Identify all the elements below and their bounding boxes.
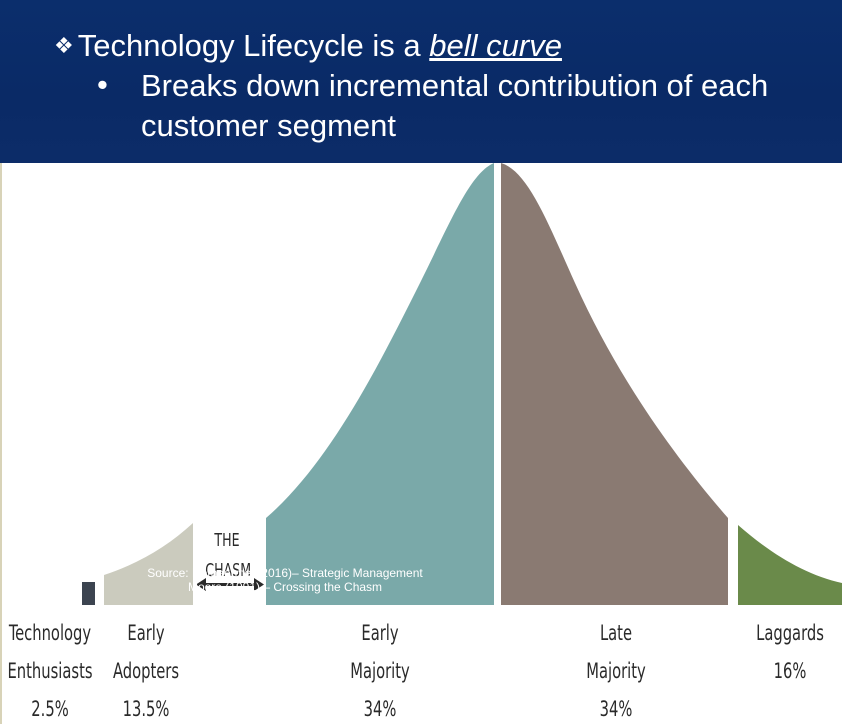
- segment-name-line1: Early: [127, 621, 165, 645]
- title-emphasis: bell curve: [429, 28, 562, 63]
- source-citation: Source: Rothaermel (2016)– Strategic Man…: [120, 566, 450, 594]
- segment-percent: 34%: [599, 697, 633, 721]
- segment-laggards-area: [738, 525, 842, 605]
- segment-name-line1: Late: [599, 621, 633, 645]
- segment-late-majority-area: [501, 163, 728, 605]
- segment-enthusiasts-area: [82, 582, 95, 605]
- source-line2: Moore (1991) – Crossing the Chasm: [187, 580, 383, 594]
- title-prefix: Technology Lifecycle is a: [77, 28, 430, 63]
- segment-name-line2: Enthusiasts: [7, 659, 93, 683]
- bullet-icon: •: [97, 67, 108, 102]
- segment-name-line1: Laggards: [756, 621, 824, 645]
- chasm-label: THE CHASM: [205, 526, 252, 586]
- adoption-bell-curve: [82, 163, 842, 605]
- segment-early-majority-area: [266, 163, 494, 605]
- segment-percent: 16%: [773, 659, 807, 683]
- left-rule: [0, 163, 2, 724]
- segment-percent: 13.5%: [122, 697, 170, 721]
- diamond-bullet-icon: ❖: [54, 33, 74, 58]
- segment-percent: 34%: [363, 697, 397, 721]
- slide-title: ❖ Technology Lifecycle is a bell curve: [54, 28, 562, 64]
- segment-label-enthusiasts: Technology Enthusiasts 2.5%: [0, 614, 100, 728]
- chasm-label-line2: CHASM: [205, 560, 252, 581]
- chasm-arrow: [196, 578, 264, 591]
- slide-header: ❖ Technology Lifecycle is a bell curve • …: [0, 0, 842, 163]
- segment-label-early-majority: Early Majority 34%: [341, 614, 419, 728]
- segment-percent: 2.5%: [31, 697, 69, 721]
- segment-name-line1: Early: [361, 621, 399, 645]
- segment-name-line2: Adopters: [112, 659, 180, 683]
- segment-early-adopters-area: [104, 523, 193, 605]
- segment-label-late-majority: Late Majority 34%: [577, 614, 655, 728]
- source-line1: Source: Rothaermel (2016)– Strategic Man…: [147, 566, 423, 580]
- segment-name-line2: Majority: [350, 659, 410, 683]
- segment-name-line1: Technology: [8, 621, 92, 645]
- segment-label-laggards: Laggards 16%: [751, 614, 829, 690]
- bullet-text: Breaks down incremental contribution of …: [141, 68, 769, 143]
- segment-label-early-adopters: Early Adopters 13.5%: [107, 614, 185, 728]
- chasm-label-line1: THE: [214, 530, 240, 551]
- segment-name-line2: Majority: [586, 659, 646, 683]
